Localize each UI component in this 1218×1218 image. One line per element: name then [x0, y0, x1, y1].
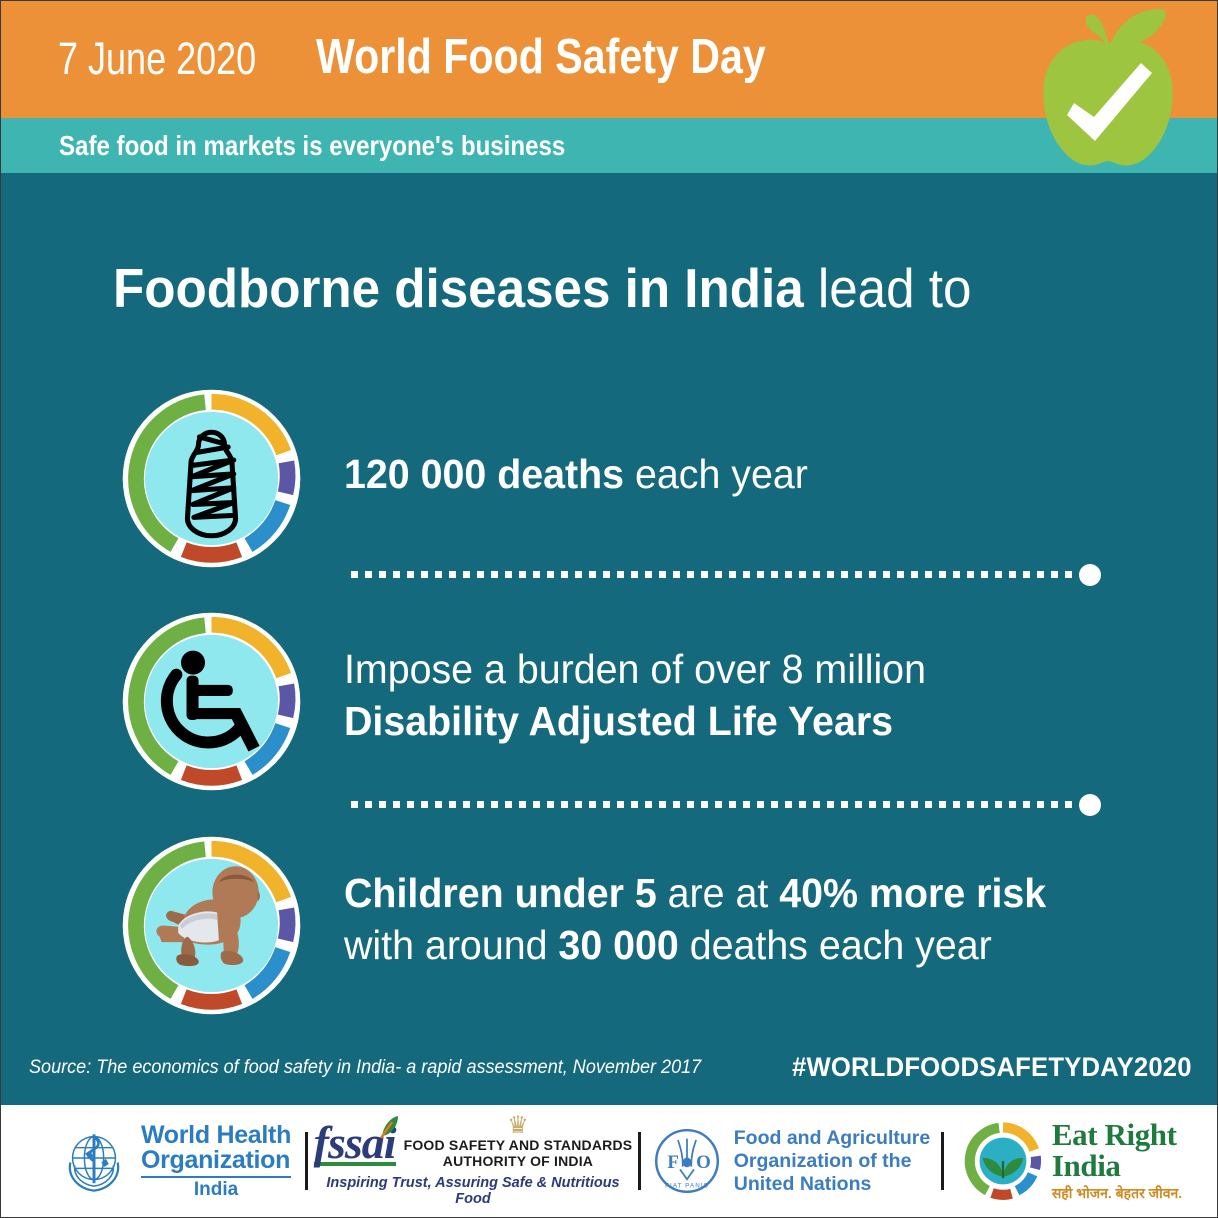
fssai-right-text: ♛ FOOD SAFETY AND STANDARDS AUTHORITY OF… [403, 1111, 633, 1170]
footer-separator [638, 1132, 641, 1190]
wheelchair-accessibility-icon [122, 612, 301, 791]
who-line-2: Organization [140, 1146, 291, 1175]
footer-separator [941, 1132, 944, 1190]
fact-row: Children under 5 are at 40% more risk wi… [1, 833, 1217, 1033]
fact-2-line1: Impose a burden of over 8 million [344, 646, 926, 692]
fao-line-2: Organization of the [733, 1149, 912, 1172]
fact-row: 120 000 deaths each year [1, 386, 1217, 586]
who-line-1: World Health [140, 1120, 292, 1149]
svg-text:FIAT PANIS: FIAT PANIS [665, 1183, 709, 1190]
hashtag: #WORLDFOODSAFETYDAY2020 [792, 1052, 1192, 1082]
fact-3-normal-1: are at [656, 870, 780, 916]
fao-line-1: Food and Agriculture [733, 1126, 931, 1149]
divider-2 [351, 794, 1101, 816]
svg-text:F: F [667, 1152, 679, 1173]
divider-dots [351, 801, 1079, 808]
fao-text: Food and Agriculture Organization of the… [734, 1127, 930, 1196]
fssai-underline [313, 1161, 396, 1166]
eat-right-india-emblem-icon [964, 1122, 1041, 1200]
apple-check-icon [1043, 9, 1173, 166]
fssai-tagline: Inspiring Trust, Assuring Safe & Nutriti… [326, 1175, 620, 1208]
headline-strong: Foodborne diseases in India [113, 257, 804, 319]
who-divider-rule [140, 1175, 292, 1178]
footer-separator [305, 1132, 308, 1190]
divider-end-dot [1079, 794, 1101, 816]
header-date: 7 June 2020 [58, 33, 257, 84]
fact-1-bold: 120 000 deaths [344, 451, 625, 497]
divider-end-dot [1079, 564, 1101, 586]
divider-dots [351, 571, 1079, 578]
fact-row: Impose a burden of over 8 million Disabi… [1, 609, 1217, 809]
header-teal-band [1, 118, 1217, 173]
fact-text: Children under 5 are at 40% more risk wi… [344, 867, 1046, 971]
fssai-leaf-icon [379, 1115, 398, 1139]
eat-right-text: Eat Right India सही भोजन. बेहतर जीवन. [1052, 1119, 1182, 1203]
eat-right-line-2: India [1051, 1148, 1121, 1183]
fact-1-normal: each year [624, 451, 808, 497]
fact-3-bold-3: 30 000 [558, 922, 679, 968]
fao-emblem-icon: F O FIAT PANIS [654, 1128, 719, 1194]
fssai-authority-line-2: AUTHORITY OF INDIA [442, 1153, 594, 1170]
who-logo: World Health Organization India [1, 1105, 305, 1217]
fao-logo: F O FIAT PANIS Food and Agriculture Orga… [641, 1105, 941, 1217]
who-line-3: India [193, 1178, 239, 1200]
fssai-top-row: fssai ♛ FOOD SAFETY AND STANDARDS AUTHOR… [313, 1111, 633, 1170]
page-headline: Foodborne diseases in India lead to [113, 256, 971, 320]
header-title: World Food Safety Day [316, 30, 766, 84]
mummy-shrouded-body-icon [122, 389, 301, 568]
eat-right-tagline-hindi: सही भोजन. बेहतर जीवन. [1051, 1185, 1183, 1201]
fact-3-bold-1: Children under 5 [344, 870, 657, 916]
fact-2-line2: Disability Adjusted Life Years [344, 698, 894, 744]
fssai-authority-line-1: FOOD SAFETY AND STANDARDS [403, 1136, 633, 1153]
footer-logo-bar: World Health Organization India fssai [1, 1105, 1217, 1217]
fssai-logo: fssai ♛ FOOD SAFETY AND STANDARDS AUTHOR… [308, 1105, 638, 1217]
fssai-wordmark-icon: fssai [313, 1115, 398, 1168]
fact-text: 120 000 deaths each year [344, 448, 808, 500]
fact-3-normal-2: with around [344, 922, 559, 968]
ashoka-emblem-icon: ♛ [507, 1111, 529, 1139]
source-note: Source: The economics of food safety in … [29, 1057, 702, 1078]
crawling-baby-icon [122, 836, 301, 1015]
fao-line-3: United Nations [733, 1172, 872, 1195]
divider-1 [351, 564, 1101, 586]
fssai-wordmark: fssai [313, 1116, 397, 1168]
headline-light: lead to [803, 257, 972, 319]
header-tagline: Safe food in markets is everyone's busin… [59, 130, 566, 161]
svg-text:O: O [696, 1152, 711, 1173]
eat-right-india-logo: Eat Right India सही भोजन. बेहतर जीवन. [944, 1105, 1202, 1217]
fact-3-normal-3: deaths each year [678, 922, 992, 968]
eat-right-line-1: Eat Right [1051, 1117, 1177, 1152]
fact-3-bold-2: 40% more risk [779, 870, 1047, 916]
fact-text: Impose a burden of over 8 million Disabi… [344, 643, 926, 747]
who-emblem-icon [68, 1134, 120, 1192]
who-text: World Health Organization India [140, 1120, 292, 1200]
header-orange-band [1, 1, 1217, 118]
